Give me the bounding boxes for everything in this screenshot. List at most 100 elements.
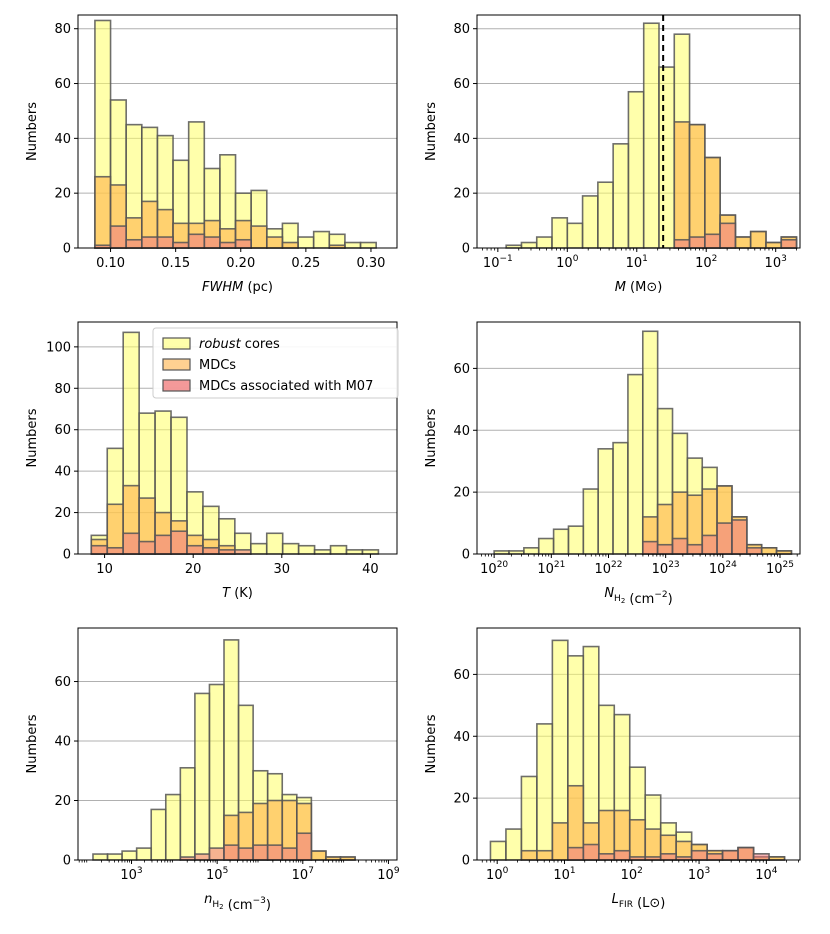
bar xyxy=(688,236,706,249)
bar xyxy=(208,683,225,861)
bar xyxy=(312,230,331,249)
y-axis-label: Numbers xyxy=(25,408,40,467)
series-m07 xyxy=(673,222,798,249)
x-tick-label: 0.15 xyxy=(161,256,190,271)
x-tick-label: 0.10 xyxy=(96,256,125,271)
bar xyxy=(644,828,662,861)
bar xyxy=(659,853,677,861)
bar xyxy=(716,522,733,555)
x-tick-label: 0.20 xyxy=(226,256,255,271)
x-tick-label: 0.30 xyxy=(356,256,385,271)
bar xyxy=(194,692,211,861)
panel-volume-density: 0 20 40 60 103 105 107 109 Numbers nH2 (cm−3) xyxy=(25,627,400,913)
y-tick-label: 0 xyxy=(63,548,71,563)
x-tick-label: 10−1 xyxy=(483,254,513,271)
bar xyxy=(297,236,315,249)
x-tick-label: 109 xyxy=(377,866,400,883)
bar xyxy=(597,181,614,249)
bar xyxy=(701,534,718,555)
bar xyxy=(520,775,538,861)
axes-frame xyxy=(476,627,801,861)
legend-label: MDCs xyxy=(199,358,236,373)
bar xyxy=(567,846,585,861)
bar xyxy=(597,448,614,555)
bar xyxy=(552,528,570,555)
bar xyxy=(628,818,647,861)
bar xyxy=(690,849,708,861)
x-tick-label: 103 xyxy=(688,866,710,883)
bar xyxy=(673,238,691,249)
bar xyxy=(627,90,645,249)
bar xyxy=(673,121,691,249)
bar xyxy=(106,853,123,861)
y-tick-label: 40 xyxy=(54,132,71,147)
bar xyxy=(202,546,220,555)
bar xyxy=(266,844,284,861)
y-tick-label: 20 xyxy=(453,792,470,807)
bar xyxy=(613,849,631,861)
bar xyxy=(135,847,153,861)
bar xyxy=(252,844,269,861)
bar xyxy=(737,846,755,861)
bar xyxy=(780,238,798,249)
panel-fwhm: 0 20 40 60 80 0.10 0.15 0.20 0.25 0.30 Numbers FWHM… xyxy=(25,14,398,295)
bar xyxy=(535,236,553,249)
x-tick-label: 102 xyxy=(621,866,643,883)
bar xyxy=(164,793,182,861)
bar xyxy=(520,241,538,249)
panel-luminosity: 0 20 40 60 100 101 102 103 104 Numbers LFIR (L⊙) xyxy=(424,627,801,911)
bar xyxy=(218,549,236,555)
y-tick-label: 0 xyxy=(63,242,71,257)
bar xyxy=(641,540,659,555)
axes-frame xyxy=(77,321,398,555)
bar xyxy=(704,233,721,249)
bar xyxy=(686,543,704,555)
bar xyxy=(141,236,159,249)
bar xyxy=(582,843,600,861)
x-axis-label: NH2 (cm−2) xyxy=(604,586,672,607)
bar xyxy=(746,547,763,555)
bar xyxy=(179,766,196,861)
bar xyxy=(505,828,523,861)
y-tick-label: 20 xyxy=(453,187,470,202)
axes-frame xyxy=(476,321,801,555)
y-axis-label: Numbers xyxy=(424,408,439,467)
bar xyxy=(749,230,767,249)
bar xyxy=(597,809,616,861)
legend-box xyxy=(152,327,399,399)
bar xyxy=(345,549,364,555)
y-tick-label: 40 xyxy=(453,132,470,147)
y-axis-label: Numbers xyxy=(25,102,40,161)
x-tick-label: 30 xyxy=(274,562,291,577)
x-tick-label: 101 xyxy=(626,254,648,271)
legend-swatch xyxy=(162,379,191,392)
y-tick-label: 40 xyxy=(54,465,71,480)
x-tick-label: 1025 xyxy=(766,560,794,577)
x-tick-label: 102 xyxy=(695,254,717,271)
bar xyxy=(106,503,124,555)
panel-column-density: 0 20 40 60 1020 1021 1022 1023 1024 1025 Numbers NH… xyxy=(424,321,801,607)
y-tick-label: 0 xyxy=(462,854,470,869)
y-tick-label: 60 xyxy=(54,675,71,690)
bar xyxy=(203,236,221,249)
bar xyxy=(734,236,752,249)
y-tick-label: 80 xyxy=(54,22,71,37)
bar xyxy=(344,241,362,249)
x-tick-label: 1021 xyxy=(537,560,565,577)
y-tick-label: 60 xyxy=(54,423,71,438)
legend: robust cores MDCs MDCs associated with M07 xyxy=(152,327,399,399)
bar xyxy=(551,822,569,861)
y-tick-label: 0 xyxy=(63,854,71,869)
bar xyxy=(566,222,584,249)
bar xyxy=(121,850,138,861)
bar xyxy=(194,853,211,861)
y-tick-label: 20 xyxy=(54,794,71,809)
bar xyxy=(731,519,748,555)
bar xyxy=(170,530,188,555)
x-tick-label: 1023 xyxy=(652,560,680,577)
x-tick-label: 103 xyxy=(765,254,787,271)
bar xyxy=(223,844,240,861)
legend-label: MDCs associated with M07 xyxy=(199,379,373,394)
bar xyxy=(125,238,143,249)
bar xyxy=(172,241,190,249)
